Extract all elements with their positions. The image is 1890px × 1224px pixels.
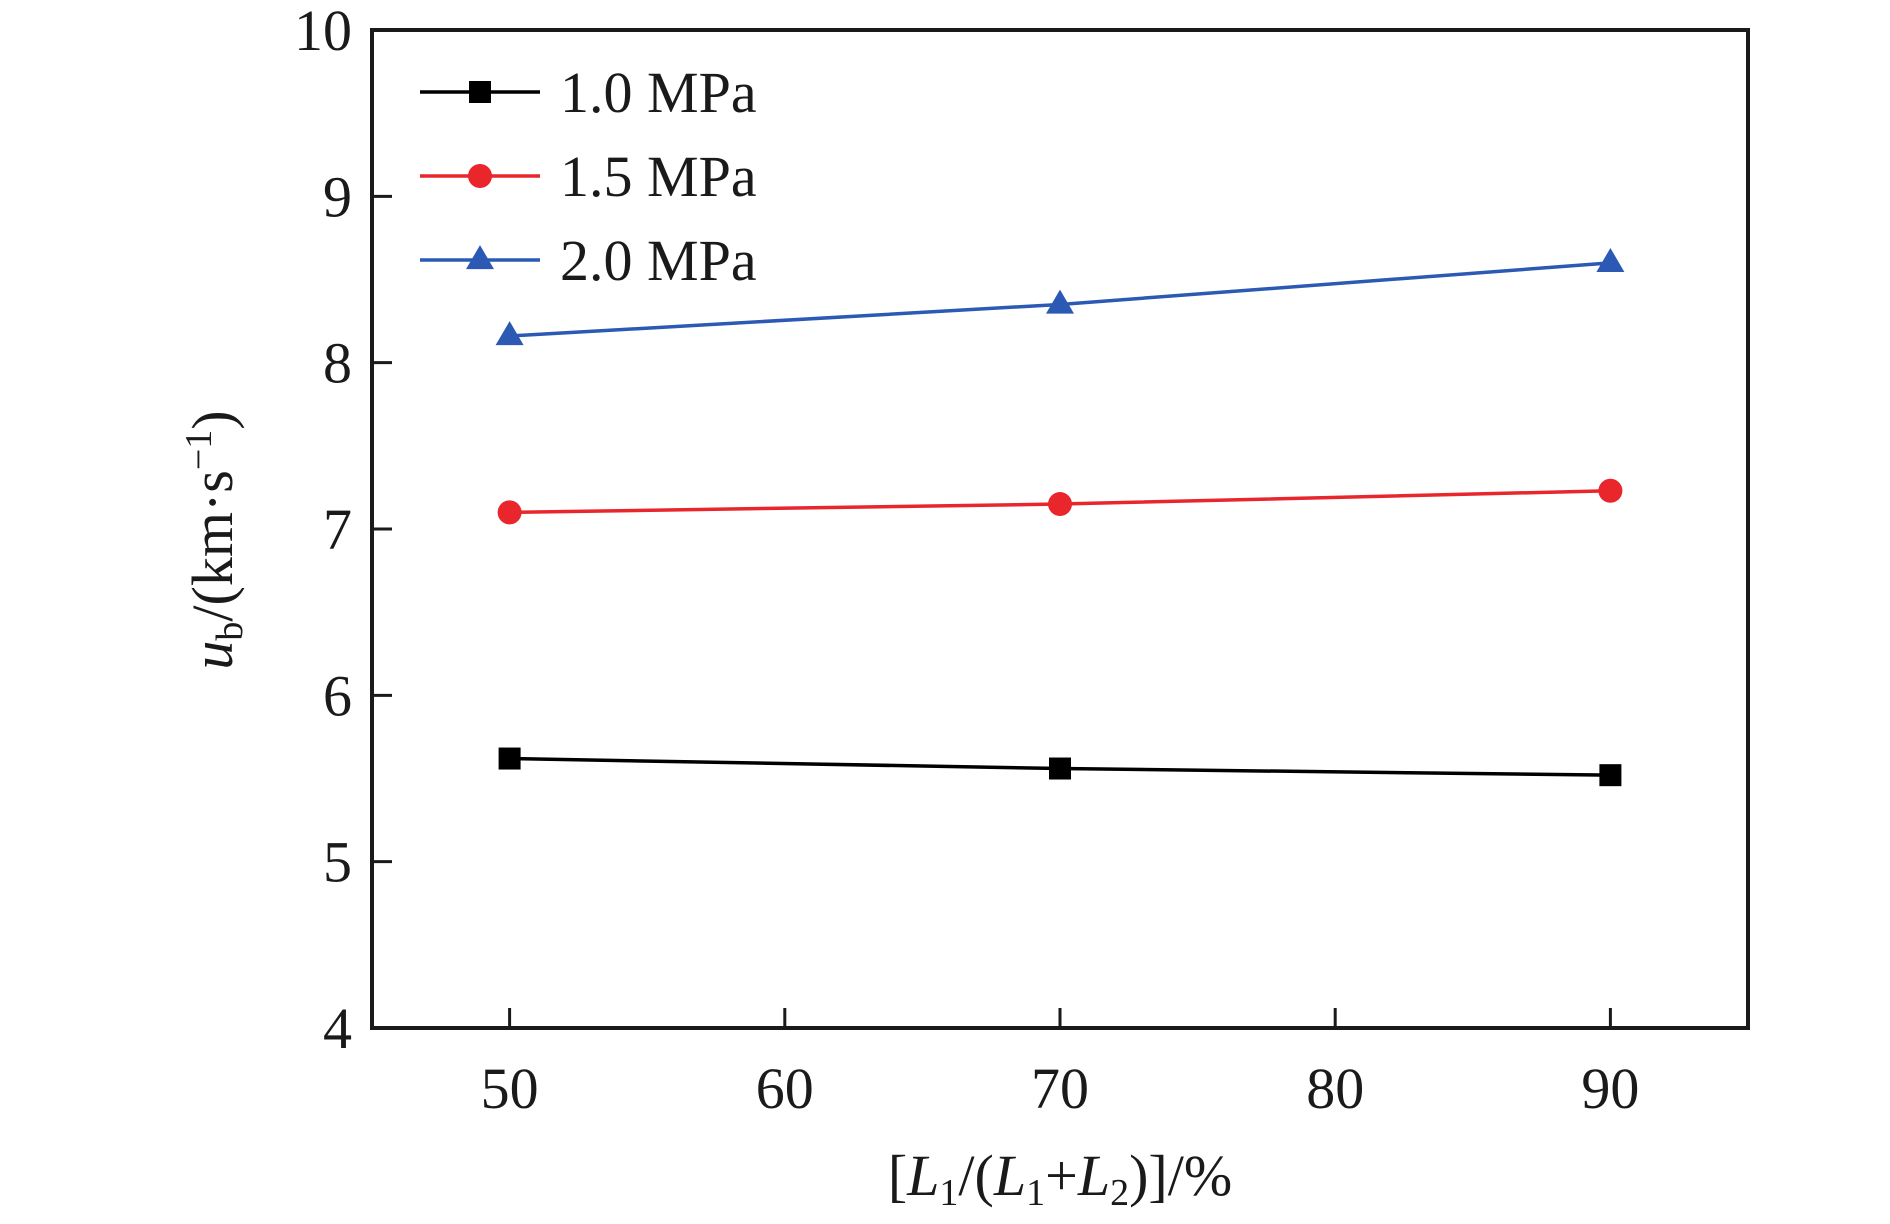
legend-item: 1.0 MPa: [420, 60, 757, 125]
data-point: [498, 747, 521, 770]
legend-label: 1.0 MPa: [560, 60, 757, 125]
legend-marker: [469, 81, 491, 103]
series-layer: [495, 247, 1625, 787]
legend-item: 2.0 MPa: [420, 228, 757, 293]
legend-label: 1.5 MPa: [560, 144, 757, 209]
y-tick-label: 7: [323, 497, 352, 562]
data-point: [497, 500, 522, 525]
x-axis-label: [L1/(L1+L2)]/%: [888, 1143, 1232, 1214]
y-axis-ticks: 4 5 6 7 8 9 10: [294, 0, 392, 1061]
y-axis-label: ub/(km·s−1): [178, 410, 250, 669]
data-point: [1599, 764, 1622, 787]
y-tick-label: 5: [323, 830, 352, 895]
data-point: [1598, 478, 1623, 503]
data-point: [1049, 757, 1071, 780]
data-point: [1596, 247, 1625, 272]
x-tick-label: 60: [756, 1056, 814, 1121]
series-1: [498, 747, 1622, 787]
y-tick-label: 10: [294, 0, 352, 63]
legend: 1.0 MPa 1.5 MPa 2.0 MPa: [420, 60, 757, 293]
series-3: [495, 247, 1625, 346]
x-tick-label: 70: [1031, 1056, 1089, 1121]
series-2: [497, 478, 1623, 525]
y-tick-label: 6: [323, 663, 352, 728]
data-point: [495, 321, 524, 346]
y-tick-label: 8: [323, 331, 352, 396]
data-point: [1046, 289, 1074, 314]
y-tick-label: 4: [323, 996, 352, 1061]
legend-marker: [466, 245, 494, 270]
legend-item: 1.5 MPa: [420, 144, 757, 209]
x-tick-label: 80: [1306, 1056, 1364, 1121]
y-tick-label: 9: [323, 164, 352, 229]
legend-label: 2.0 MPa: [560, 228, 757, 293]
x-axis-ticks: 50 60 70 80 90: [481, 1008, 1639, 1121]
data-point: [1048, 492, 1072, 517]
x-tick-label: 90: [1581, 1056, 1639, 1121]
legend-marker: [468, 164, 492, 188]
x-tick-label: 50: [481, 1056, 539, 1121]
